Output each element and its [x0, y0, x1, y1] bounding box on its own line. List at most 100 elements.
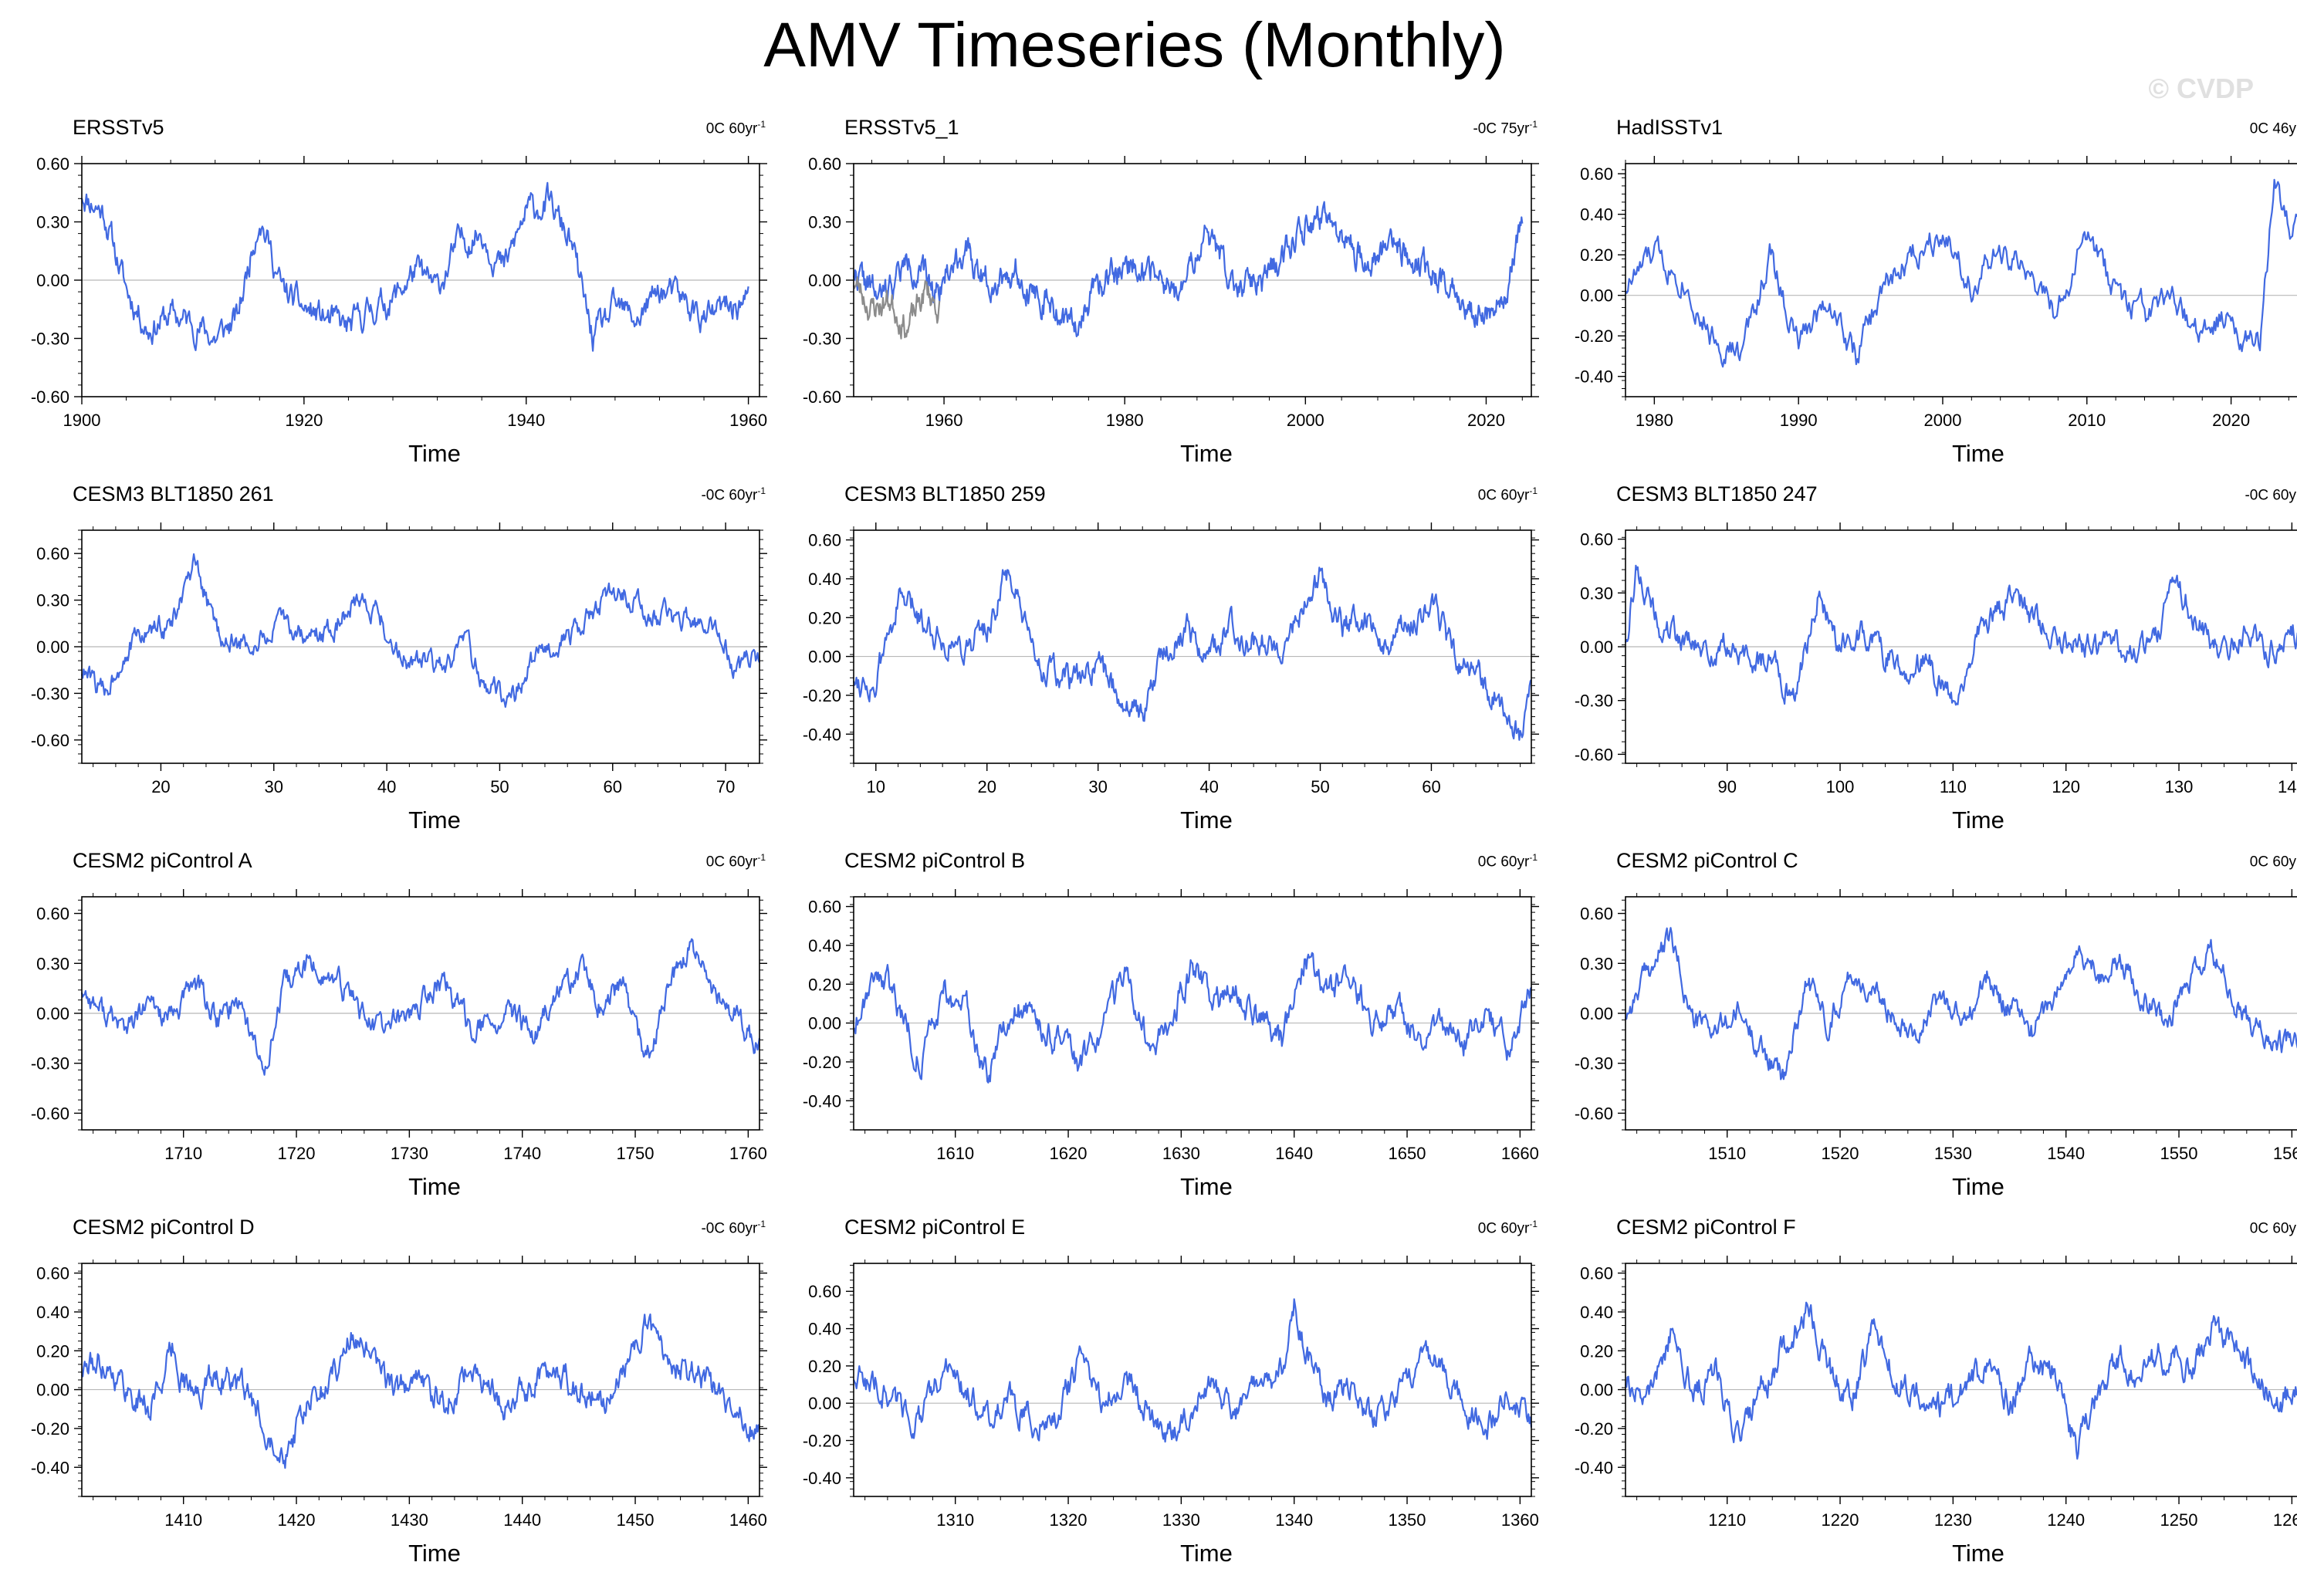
chart-plot: -0.40 -0.20 0.00 0.20 0.40 0.60 1310 1320 1330 13…	[803, 1256, 1539, 1530]
trend-label: -0C 75yr-1	[1473, 119, 1538, 137]
x-tick-label: 1460	[729, 1510, 767, 1530]
trend-label: 0C 60yr-1	[1478, 1219, 1538, 1237]
trend-value: 0C 60yr	[2249, 1220, 2297, 1237]
trend-unit-exponent: -1	[757, 485, 766, 496]
y-tick-label: -0.20	[1575, 1419, 1613, 1439]
y-tick-label: -0.60	[1575, 745, 1613, 764]
x-tick-label: 1550	[2160, 1144, 2198, 1163]
y-tick-label: 0.00	[808, 1014, 841, 1033]
plot-frame	[853, 896, 1532, 1131]
trend-unit-exponent: -1	[1529, 119, 1538, 130]
chart-plot: -0.40 -0.20 0.00 0.20 0.40 0.60 1610 1620 1630 16…	[803, 889, 1539, 1163]
y-tick-label: 0.30	[1580, 583, 1613, 603]
y-tick-label: 0.00	[1580, 637, 1613, 657]
trend-label: 0C 60yr-1	[706, 852, 766, 871]
chart-plot: -0.40 -0.20 0.00 0.20 0.40 0.60 10 20 30 40 50 60	[803, 522, 1539, 796]
y-tick-label: -0.40	[803, 1469, 841, 1488]
x-tick-label: 50	[490, 777, 509, 796]
panel-title: CESM2 piControl B	[844, 849, 1026, 872]
x-tick-label: 1750	[617, 1144, 655, 1163]
y-tick-label: -0.20	[803, 1053, 841, 1072]
plot-frame	[853, 1263, 1532, 1497]
y-tick-label: 0.60	[36, 1264, 69, 1283]
y-tick-label: -0.30	[31, 684, 69, 703]
y-tick-label: 0.00	[808, 271, 841, 290]
y-tick-label: 0.40	[808, 936, 841, 955]
x-tick-label: 1340	[1275, 1510, 1313, 1530]
x-tick-label: 1510	[1708, 1144, 1746, 1163]
x-tick-label: 1240	[2047, 1510, 2085, 1530]
x-tick-label: 1250	[2160, 1510, 2198, 1530]
x-tick-label: 2020	[1467, 411, 1505, 430]
panel-title: CESM3 BLT1850 261	[73, 482, 274, 506]
x-tick-label: 1720	[278, 1144, 316, 1163]
trend-unit-exponent: -1	[1529, 852, 1538, 863]
x-tick-label: 20	[977, 777, 996, 796]
panel-title: CESM3 BLT1850 259	[844, 482, 1046, 506]
chart-plot: -0.60 -0.30 0.00 0.30 0.60 90 100 110 120 130 140	[1575, 522, 2297, 796]
y-tick-label: 0.30	[1580, 954, 1613, 973]
y-tick-label: -0.40	[803, 1091, 841, 1111]
y-tick-label: 0.30	[36, 954, 69, 973]
x-axis-label: Time	[408, 1173, 461, 1200]
x-tick-label: 1710	[164, 1144, 202, 1163]
trend-label: 0C 46yr-1	[2250, 119, 2297, 137]
x-tick-label: 40	[377, 777, 396, 796]
series-line	[80, 938, 761, 1076]
y-tick-label: 0.60	[808, 1282, 841, 1301]
x-tick-label: 1730	[391, 1144, 428, 1163]
trend-label: 0C 60yr-1	[706, 119, 766, 137]
chart-panel: CESM3 BLT1850 261 -0C 60yr-1 Time -0.60 -0.3…	[31, 482, 772, 845]
trend-label: 0C 60yr-1	[1478, 852, 1538, 871]
x-tick-label: 1900	[63, 411, 101, 430]
trend-value: 0C 60yr	[1477, 487, 1530, 504]
series-line	[80, 553, 761, 708]
x-tick-label: 1420	[278, 1510, 316, 1530]
series-line	[852, 566, 1532, 741]
y-tick-label: 0.40	[1580, 205, 1613, 225]
x-axis-label: Time	[1180, 1173, 1233, 1200]
y-tick-label: 0.60	[36, 154, 69, 174]
y-tick-label: 0.40	[1580, 1303, 1613, 1322]
chart-plot: -0.40 -0.20 0.00 0.20 0.40 0.60 1410 1420 1430 14…	[31, 1256, 767, 1530]
y-tick-label: 0.60	[1580, 530, 1613, 549]
trend-label: 0C 60yr-1	[1478, 485, 1538, 504]
y-tick-label: -0.40	[1575, 367, 1613, 387]
x-tick-label: 30	[265, 777, 283, 796]
x-tick-label: 1630	[1162, 1144, 1200, 1163]
x-axis-label: Time	[1952, 440, 2004, 467]
x-tick-label: 130	[2165, 777, 2194, 796]
chart-plot: -0.60 -0.30 0.00 0.30 0.60 1900 1920 1940 1960	[31, 154, 767, 430]
chart-plot: -0.40 -0.20 0.00 0.20 0.40 0.60 1210 1220 1230 12…	[1575, 1256, 2297, 1530]
x-tick-label: 110	[1940, 777, 1967, 796]
y-tick-label: 0.00	[808, 1394, 841, 1413]
y-tick-label: 0.40	[808, 570, 841, 589]
y-tick-label: -0.30	[31, 330, 69, 349]
x-tick-label: 1430	[391, 1510, 428, 1530]
y-tick-label: 0.00	[36, 1004, 69, 1023]
x-axis-label: Time	[408, 440, 461, 467]
x-axis-label: Time	[408, 806, 461, 834]
x-tick-label: 90	[1717, 777, 1736, 796]
x-axis-label: Time	[1180, 440, 1233, 467]
series-line	[1625, 927, 2297, 1080]
series-line	[80, 181, 749, 352]
trend-unit-exponent: -1	[757, 119, 766, 130]
y-tick-label: 0.00	[36, 271, 69, 290]
x-tick-label: 2020	[2212, 411, 2250, 430]
x-tick-label: 140	[2278, 777, 2297, 796]
x-tick-label: 1230	[1934, 1510, 1972, 1530]
cvdp-watermark: © CVDP	[2148, 73, 2254, 104]
y-tick-label: 0.00	[36, 637, 69, 657]
y-tick-label: 0.20	[808, 1357, 841, 1376]
panel-title: HadISSTv1	[1616, 116, 1724, 139]
y-tick-label: 0.30	[36, 591, 69, 610]
x-tick-label: 1620	[1050, 1144, 1088, 1163]
trend-value: 0C 60yr	[705, 854, 758, 871]
chart-panel: CESM2 piControl D -0C 60yr-1 Time -0.40 -0.2…	[31, 1216, 772, 1578]
series-line	[1624, 564, 2297, 706]
y-tick-label: -0.40	[1575, 1458, 1613, 1477]
x-tick-label: 1660	[1501, 1144, 1539, 1163]
y-tick-label: 0.60	[36, 544, 69, 563]
trend-value: 0C 60yr	[2249, 854, 2297, 871]
